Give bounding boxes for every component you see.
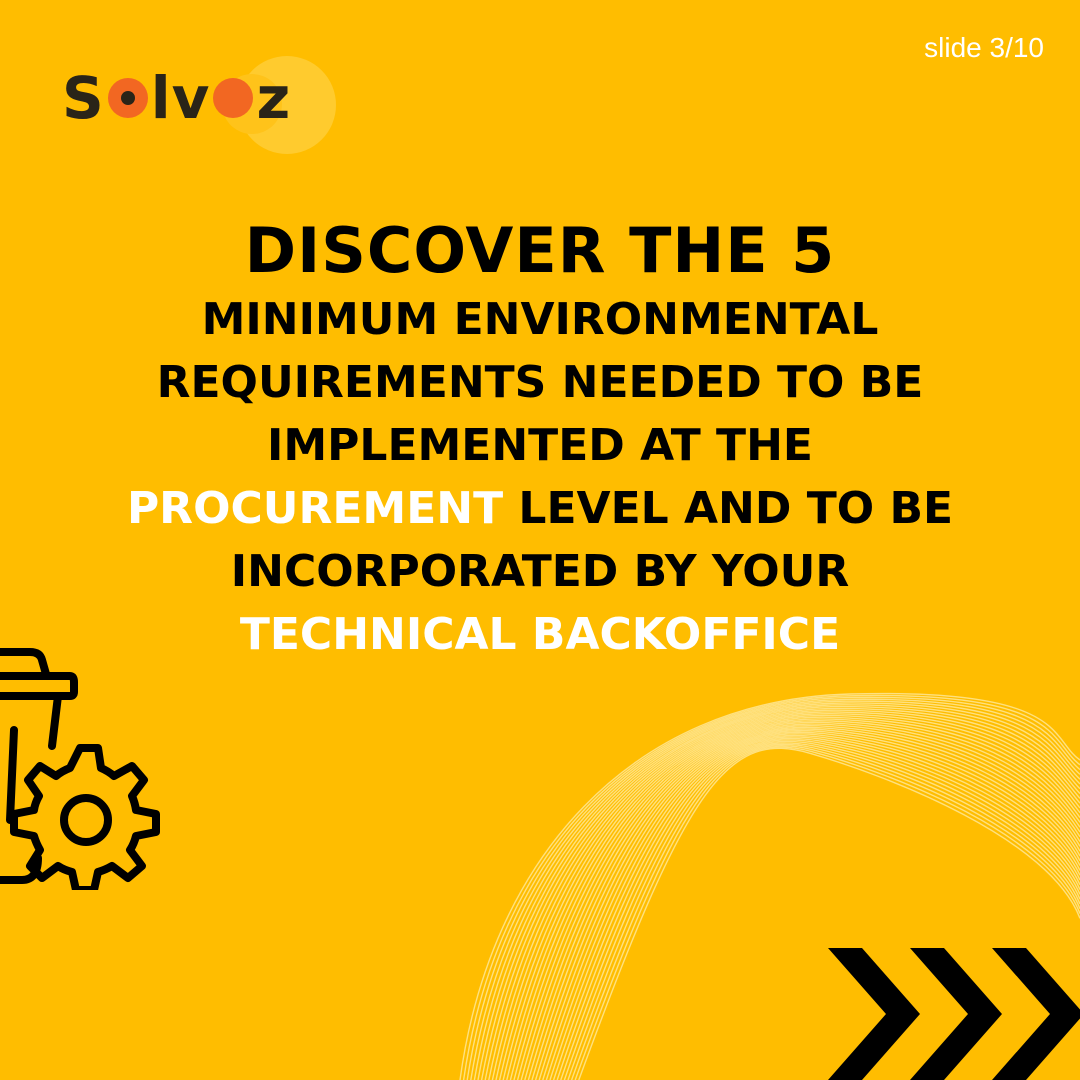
wave-line (462, 694, 1080, 1080)
solvoz-logo: S lv z (62, 48, 342, 168)
logo-text-s: S (62, 64, 105, 132)
wave-line (542, 733, 1080, 1080)
wave-line (574, 746, 1080, 1080)
wave-line (491, 709, 1080, 1080)
wave-line (506, 716, 1080, 1080)
wave-line (552, 737, 1080, 1080)
headline-line: IMPLEMENTED AT THE (267, 420, 813, 471)
wave-line (549, 736, 1080, 1080)
wave-line (459, 692, 1080, 1080)
trash-bin-gear-icon (0, 648, 160, 890)
wave-line (567, 743, 1080, 1080)
headline-line: INCORPORATED BY YOUR (230, 546, 850, 597)
headline-body: MINIMUM ENVIRONMENTAL REQUIREMENTS NEEDE… (0, 288, 1080, 666)
wave-line (534, 730, 1080, 1080)
logo-text-z: z (256, 64, 292, 132)
slide-counter: slide 3/10 (924, 32, 1044, 63)
headline-line: PROCUREMENT LEVEL AND TO BE (0, 477, 1080, 540)
wave-line (498, 713, 1080, 1080)
wave-line (466, 696, 1080, 1080)
highlight-technical-backoffice: TECHNICAL BACKOFFICE (239, 609, 841, 660)
wave-line (545, 734, 1080, 1080)
wave-line (495, 711, 1080, 1080)
wave-line (556, 739, 1080, 1080)
wave-line (488, 707, 1080, 1080)
wave-line (470, 698, 1080, 1080)
wave-line (570, 744, 1080, 1080)
wave-line (578, 747, 1080, 1080)
logo-o-dot-icon (107, 78, 148, 118)
wave-line (477, 702, 1080, 1080)
next-chevrons-icon (828, 948, 1080, 1080)
headline-line-rest: LEVEL AND TO BE (503, 483, 954, 534)
wave-line (480, 704, 1080, 1080)
wave-line (538, 731, 1080, 1080)
headline-line: REQUIREMENTS NEEDED TO BE (156, 357, 924, 408)
decorative-waves (459, 692, 1080, 1080)
wave-line (516, 721, 1080, 1080)
wave-line (509, 718, 1080, 1080)
headline: DISCOVER THE 5 MINIMUM ENVIRONMENTAL REQ… (0, 214, 1080, 666)
wave-line (520, 723, 1080, 1080)
wave-line (527, 726, 1080, 1080)
highlight-procurement: PROCUREMENT (126, 483, 504, 534)
logo-wordmark: S lv z (62, 48, 342, 148)
wave-line (473, 700, 1080, 1080)
wave-line (560, 740, 1080, 1080)
wave-line (531, 728, 1080, 1080)
wave-line (513, 719, 1080, 1080)
headline-title: DISCOVER THE 5 (244, 214, 836, 287)
wave-line (484, 705, 1080, 1080)
wave-line (524, 725, 1080, 1080)
headline-line: MINIMUM ENVIRONMENTAL (201, 294, 879, 345)
logo-o-circle-icon (213, 78, 254, 118)
wave-line (563, 742, 1080, 1080)
wave-line (502, 714, 1080, 1080)
logo-text-lv: lv (150, 64, 211, 132)
